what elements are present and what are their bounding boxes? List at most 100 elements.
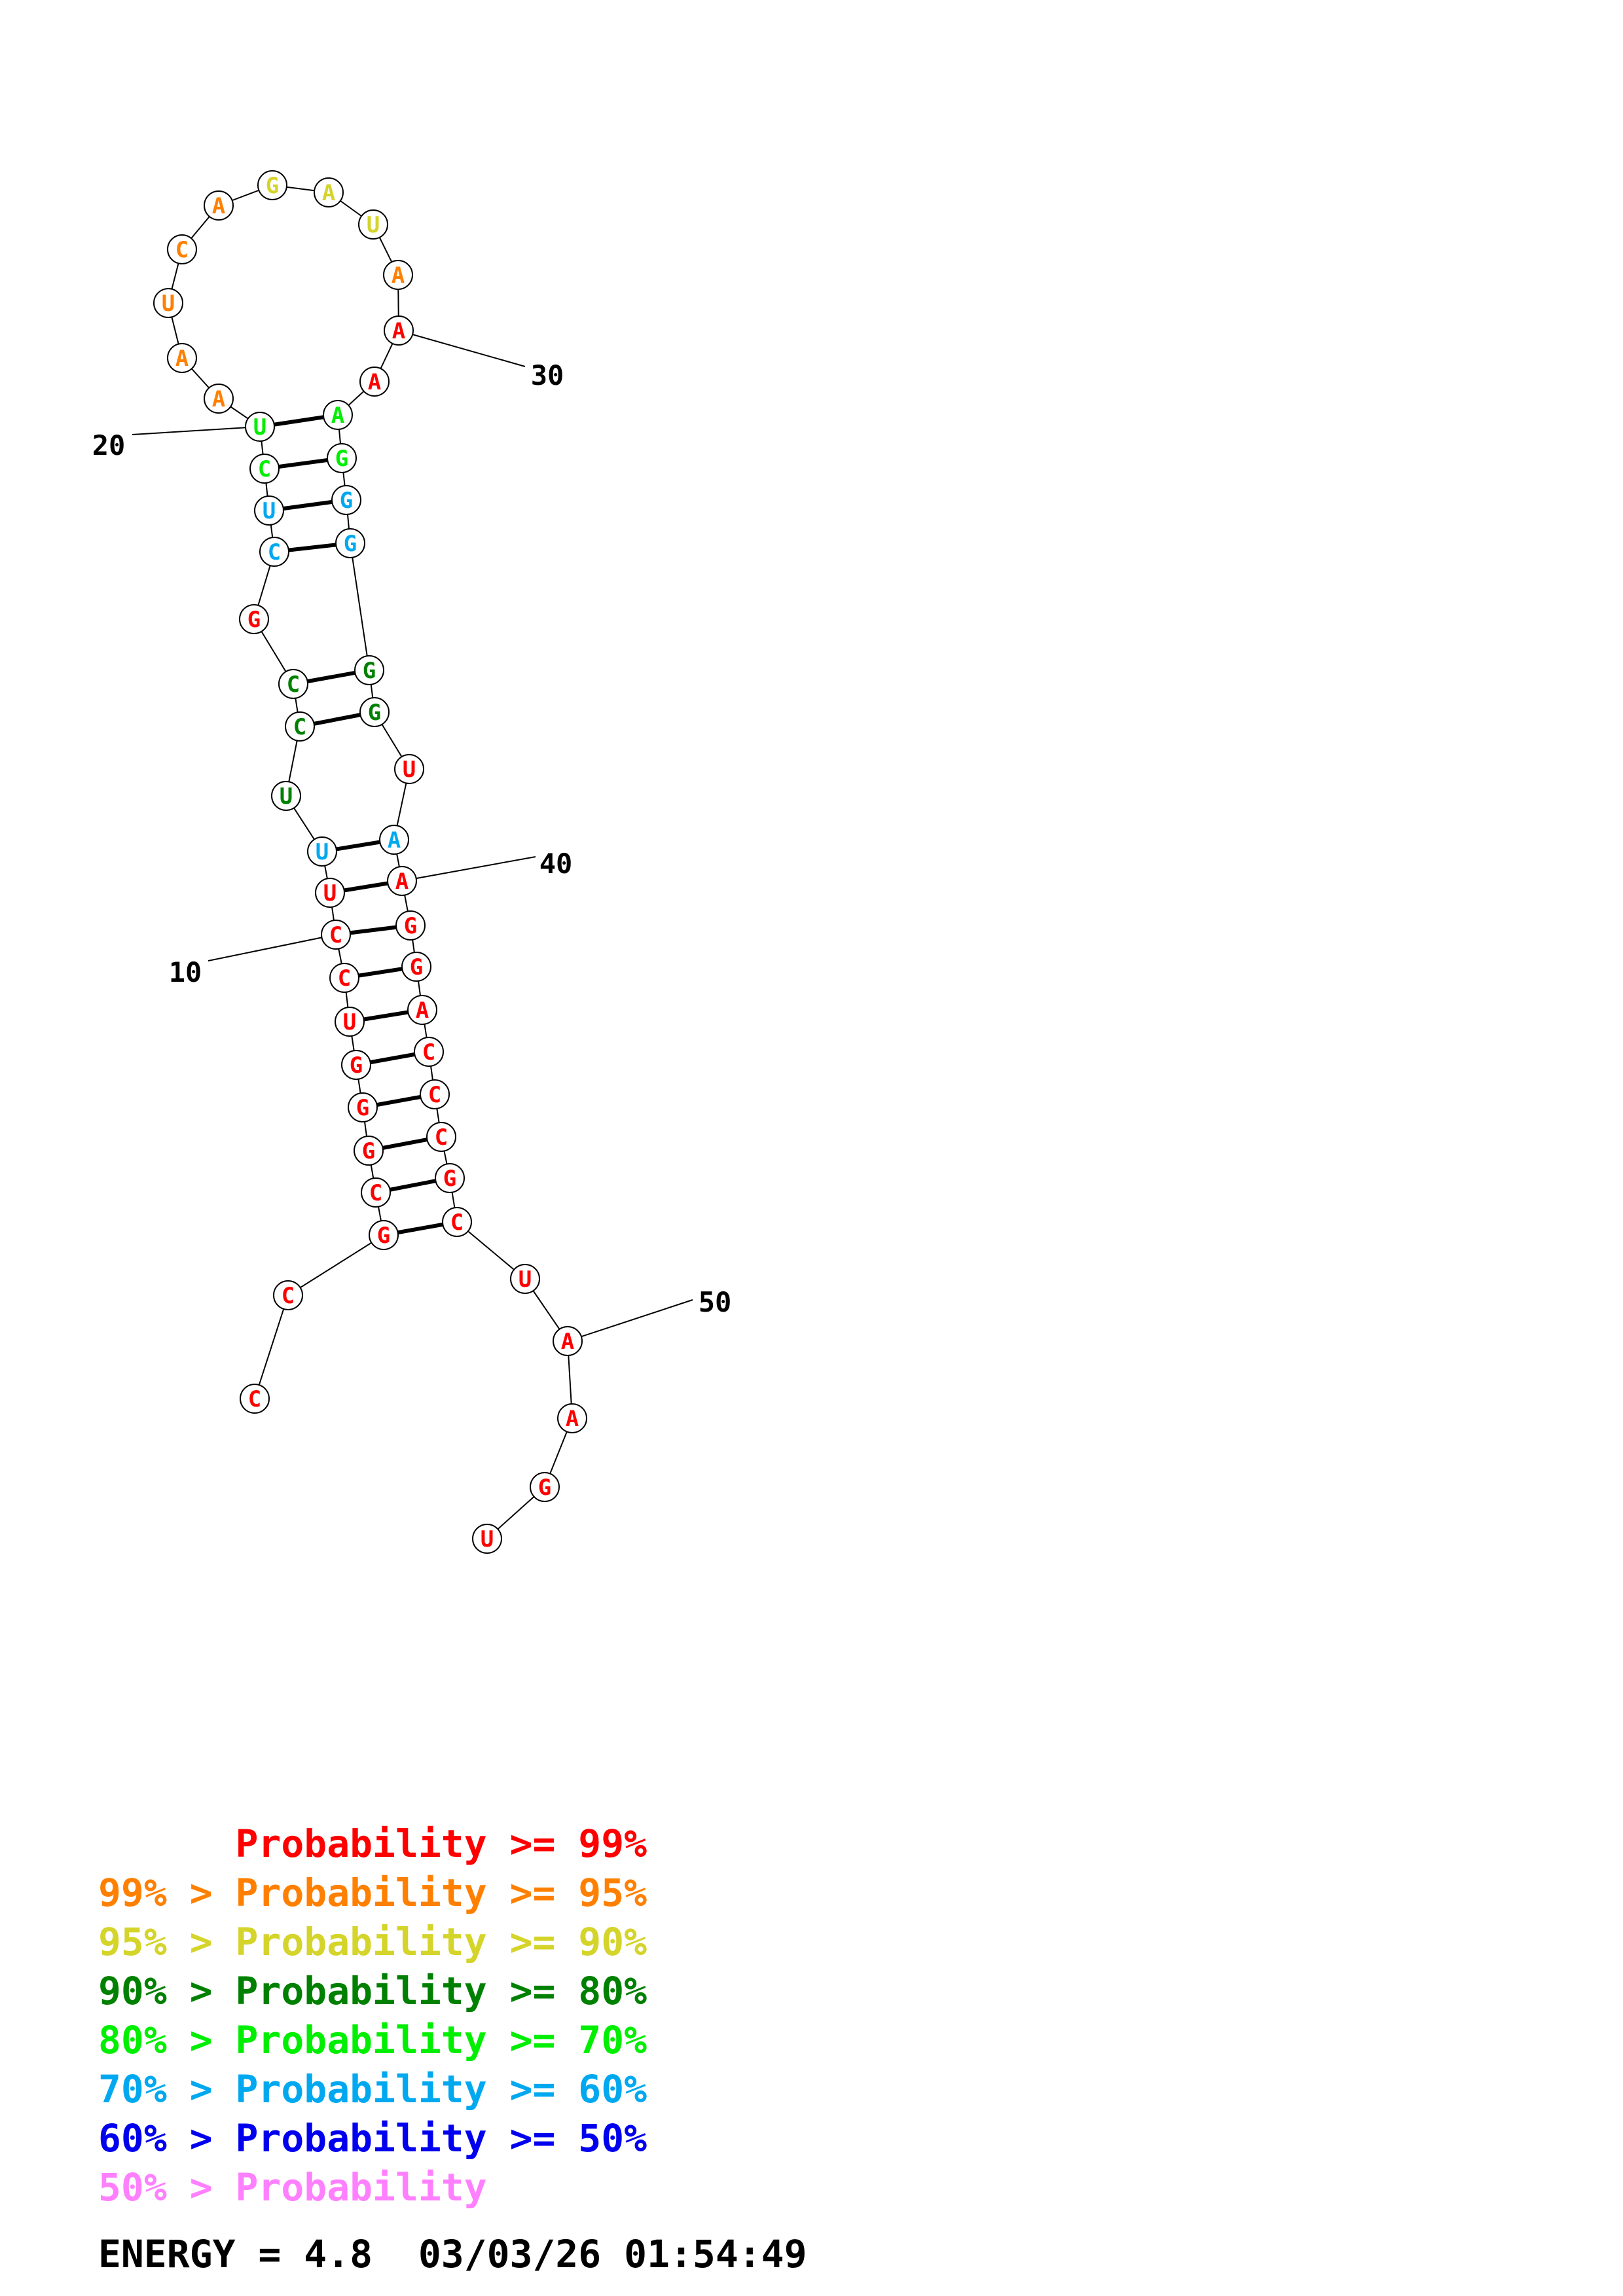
legend-row: 90% > Probability >= 80%: [98, 1967, 1539, 2016]
nucleotide-letter: G: [538, 1475, 551, 1501]
nucleotide-circle: [435, 1163, 465, 1193]
nucleotide-circle: [254, 495, 284, 526]
nucleotide-letter: C: [338, 965, 351, 992]
nucleotide-letter: G: [266, 173, 279, 199]
nucleotide-40: A: [387, 866, 417, 896]
index-labels: 10 20 30 40 50: [92, 359, 732, 1318]
nucleotide-circle: [153, 288, 183, 318]
nucleotide-circle: [348, 1092, 378, 1122]
nucleotide-letter: C: [268, 539, 281, 565]
nucleotide-circle: [341, 1050, 371, 1080]
nucleotide-circle: [387, 866, 417, 896]
nucleotide-letter: C: [329, 922, 342, 948]
legend-text: Probability >= 50%: [235, 2116, 647, 2161]
index-tick: [208, 934, 337, 961]
nucleotide-circle: [278, 669, 308, 699]
nucleotide-9: C: [329, 963, 359, 993]
nucleotide-43: A: [407, 995, 437, 1025]
nucleotide-letter: U: [367, 212, 380, 238]
nucleotide-18: U: [254, 495, 284, 526]
nucleotide-3: G: [369, 1220, 399, 1250]
nucleotide-34: G: [331, 485, 361, 515]
nucleotide-52: G: [530, 1472, 560, 1502]
nucleotide-circle: [240, 1384, 270, 1414]
legend-text: Probability >= 80%: [235, 1969, 647, 2013]
nucleotide-6: G: [348, 1092, 378, 1122]
legend-row: 80% > Probability >= 70%: [98, 2016, 1539, 2065]
nucleotide-45: C: [420, 1079, 450, 1109]
legend-row: 70% > Probability >= 60%: [98, 2065, 1539, 2114]
energy-label: ENERGY = 4.8: [98, 2232, 373, 2276]
nucleotide-letter: G: [368, 700, 381, 726]
nucleotide-42: G: [401, 952, 431, 982]
nucleotide-15: C: [278, 669, 308, 699]
nucleotide-letter: C: [175, 237, 189, 263]
nucleotide-letter: G: [404, 913, 417, 939]
nucleotide-letter: G: [350, 1052, 363, 1079]
nucleotide-circle: [359, 367, 390, 397]
nucleotide-circle: [257, 170, 287, 200]
nucleotide-letter: C: [293, 714, 306, 740]
nucleotide-letter: C: [435, 1124, 448, 1151]
nucleotide-letter: A: [212, 386, 225, 412]
nucleotide-circle: [239, 604, 269, 634]
nucleotide-50: A: [553, 1326, 583, 1356]
nucleotide-circle: [323, 400, 353, 430]
backbone-segment: [350, 543, 370, 671]
nucleotide-10: C: [321, 920, 351, 950]
nucleotide-circle: [354, 1136, 384, 1166]
nucleotide-36: G: [354, 655, 384, 685]
nucleotide-circle: [359, 697, 390, 727]
index-label-20: 20: [92, 429, 126, 461]
nucleotide-circle: [245, 412, 275, 442]
nucleotide-39: A: [379, 825, 409, 855]
nucleotide-letter: G: [340, 488, 353, 514]
nucleotide-letter: U: [280, 783, 293, 810]
nucleotide-letter: A: [175, 346, 189, 372]
legend-text: Probability >= 95%: [235, 1871, 647, 1915]
nucleotide-53: U: [472, 1524, 502, 1554]
probability-legend: Probability >= 99% 99% > Probability >= 9…: [98, 1820, 1539, 2212]
nucleotide-circle: [354, 655, 384, 685]
nucleotide-20: U: [245, 412, 275, 442]
nucleotide-letter: C: [428, 1082, 441, 1108]
nucleotide-51: A: [557, 1403, 587, 1433]
nucleotide-letter: C: [369, 1180, 382, 1206]
legend-prefix: 90% >: [98, 1969, 236, 2013]
nucleotide-circle: [407, 995, 437, 1025]
index-label-10: 10: [169, 956, 202, 988]
nucleotide-11: U: [315, 878, 345, 908]
nucleotide-circle: [335, 528, 365, 558]
index-label-30: 30: [531, 359, 564, 391]
nucleotide-47: G: [435, 1163, 465, 1193]
index-label-40: 40: [539, 848, 573, 880]
nucleotide-48: C: [442, 1207, 472, 1237]
nucleotide-letter: A: [395, 869, 409, 895]
nucleotide-circle: [361, 1177, 391, 1208]
nucleotide-letter: A: [368, 369, 381, 395]
index-tick-lines: [132, 330, 693, 1342]
nucleotide-circle: [315, 878, 345, 908]
legend-prefix: 70% >: [98, 2067, 236, 2111]
nucleotide-letter: C: [422, 1039, 435, 1066]
nucleotide-circle: [553, 1326, 583, 1356]
nucleotide-letter: U: [253, 414, 266, 440]
timestamp-label: 03/03/26 01:54:49: [418, 2232, 807, 2276]
nucleotide-circle: [530, 1472, 560, 1502]
nucleotide-circle: [249, 454, 280, 484]
nucleotide-letter: A: [392, 262, 405, 289]
nucleotide-circle: [358, 209, 388, 240]
nucleotide-circle: [401, 952, 431, 982]
nucleotide-2: C: [273, 1280, 303, 1310]
nucleotide-12: U: [307, 836, 337, 867]
nucleotide-letter: U: [323, 880, 337, 906]
nucleotide-4: C: [361, 1177, 391, 1208]
nucleotide-21: A: [204, 384, 234, 414]
nucleotide-circle: [273, 1280, 303, 1310]
nucleotide-circle: [204, 384, 234, 414]
nucleotide-circle: [510, 1264, 540, 1294]
nucleotide-25: A: [204, 190, 234, 221]
nucleotide-16: G: [239, 604, 269, 634]
nucleotide-circle: [167, 343, 197, 373]
legend-prefix: 50% >: [98, 2165, 236, 2210]
